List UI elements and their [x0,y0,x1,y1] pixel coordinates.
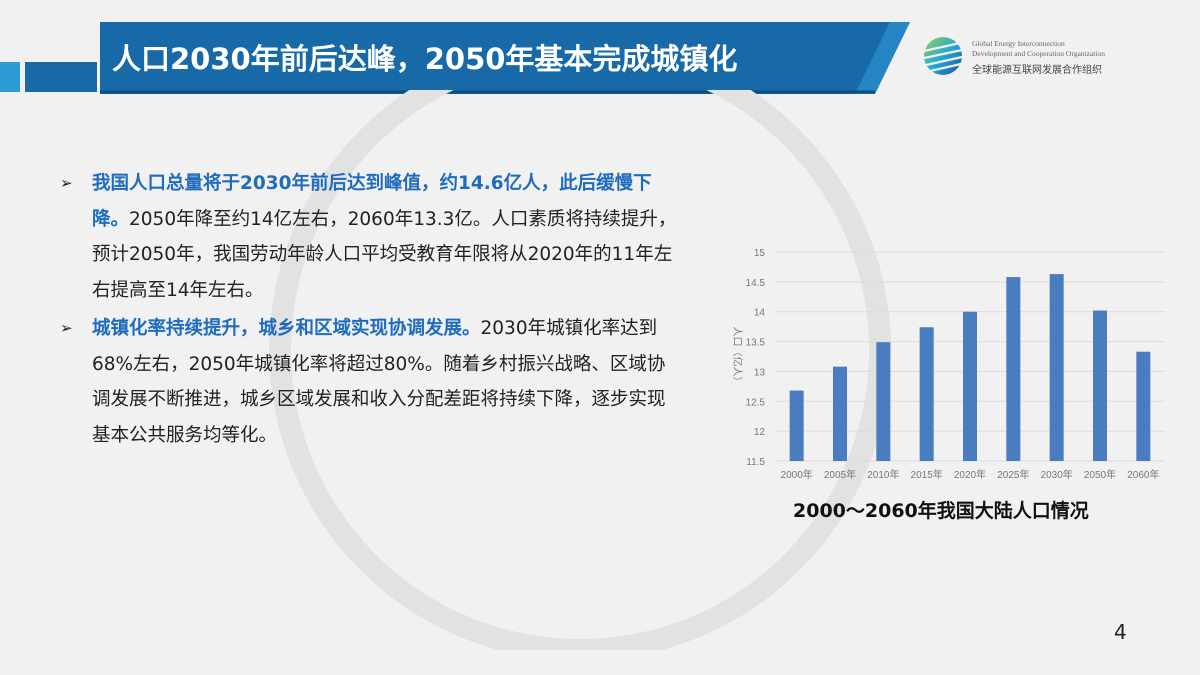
y-tick-label: 13.5 [746,338,766,349]
bar [1049,274,1064,461]
logo-en-line1: Global Energy Interconnection [972,39,1065,48]
bullet-text: 2050年降至约14亿左右，2060年13.3亿。人口素质将持续提升，预计205… [92,208,677,302]
x-tick-label: 2005年 [824,468,856,481]
accent-bar-dark [25,62,97,92]
y-tick-label: 13 [754,367,766,378]
bar [963,311,977,461]
x-tick-label: 2000年 [781,468,813,481]
x-tick-label: 2010年 [867,468,899,481]
y-tick-label: 15 [754,248,766,259]
page-number: 4 [1114,620,1127,644]
chart-title: 2000～2060年我国大陆人口情况 [793,500,1089,522]
population-bar-chart: 11.5 12 12.5 13 13.5 14 14.5 15 2000年 2005年 2010年 2… [731,248,1165,481]
bar [919,327,934,461]
x-tick-label: 2030年 [1041,468,1073,481]
bullet-item: ➢ 我国人口总量将于2030年前后达到峰值，约14.6亿人，此后缓慢下降。205… [60,166,680,309]
y-tick-label: 14.5 [746,278,766,289]
bullet-text: 2030年城镇化率达到68%左右，2050年城镇化率将超过80%。随着乡村振兴战… [92,317,666,446]
y-tick-label: 12 [754,427,766,438]
geidco-logo: Global Energy Interconnection Development… [922,35,1182,85]
bullet-highlight: 我国人口总量将于2030年前后达到峰值，约14.6亿人，此后缓慢下降。 [92,173,652,230]
bar [833,366,847,461]
title-banner [100,22,910,94]
page-title: 人口2030年前后达峰，2050年基本完成城镇化 [112,42,738,76]
bullet-highlight: 城镇化率持续提升，城乡和区域实现协调发展。 [92,317,481,339]
bullet-list: ➢ 我国人口总量将于2030年前后达到峰值，约14.6亿人，此后缓慢下降。205… [60,166,680,456]
bar [1136,351,1151,461]
arrow-bullet-icon: ➢ [60,174,73,192]
x-tick-label: 2060年 [1127,468,1159,481]
y-axis-label: 人口（亿人） [731,327,744,387]
bar [789,390,804,461]
y-tick-label: 11.5 [746,457,765,468]
bullet-item: ➢ 城镇化率持续提升，城乡和区域实现协调发展。2030年城镇化率达到68%左右，… [60,311,680,454]
y-tick-label: 14 [754,308,766,319]
arrow-bullet-icon: ➢ [60,318,73,337]
bar [876,342,891,461]
logo-cn: 全球能源互联网发展合作组织 [972,65,1102,76]
x-tick-label: 2025年 [997,468,1029,481]
bar [1093,310,1107,461]
bar [1006,277,1021,461]
globe-logo-icon [923,37,963,75]
y-tick-label: 12.5 [746,397,766,408]
x-tick-label: 2050年 [1084,468,1116,481]
x-tick-label: 2015年 [911,468,943,481]
logo-en-line2: Development and Cooperation Organization [972,49,1105,58]
accent-square-light [0,62,20,92]
x-tick-label: 2020年 [954,468,986,481]
